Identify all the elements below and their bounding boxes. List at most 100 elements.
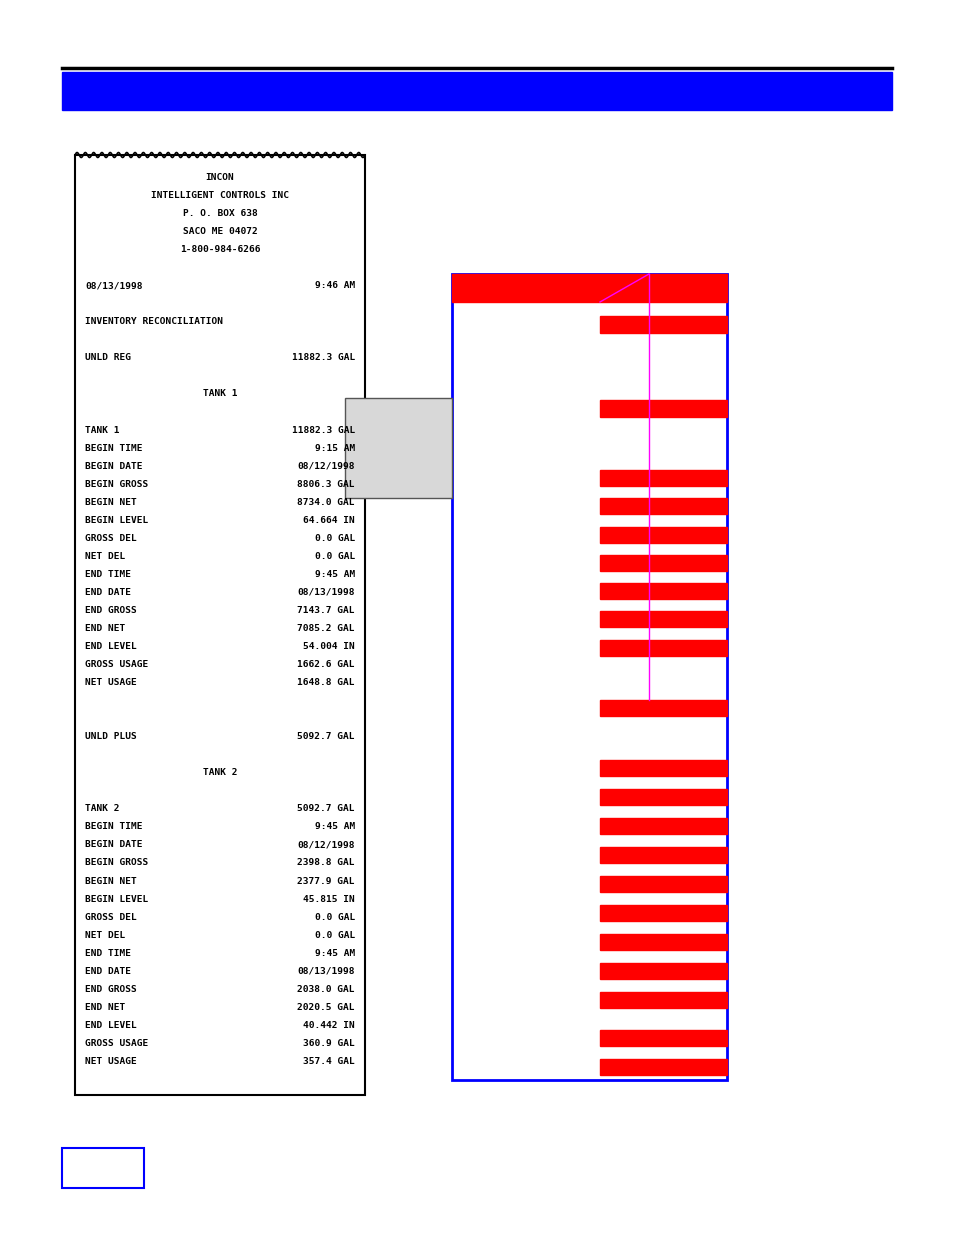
Text: END TIME: END TIME (85, 948, 131, 957)
Bar (452, 274, 726, 303)
Bar (599, 789, 726, 805)
Text: 5092.7 GAL: 5092.7 GAL (297, 732, 355, 741)
Text: 64.664 IN: 64.664 IN (303, 516, 355, 525)
Text: 0.0 GAL: 0.0 GAL (314, 552, 355, 561)
Text: 9:45 AM: 9:45 AM (314, 948, 355, 957)
Text: 2038.0 GAL: 2038.0 GAL (297, 984, 355, 994)
Text: BEGIN DATE: BEGIN DATE (85, 841, 142, 850)
Text: NET DEL: NET DEL (85, 552, 125, 561)
Text: 8806.3 GAL: 8806.3 GAL (297, 479, 355, 489)
Bar (599, 1058, 726, 1074)
Bar (599, 400, 726, 417)
Text: 2398.8 GAL: 2398.8 GAL (297, 858, 355, 867)
Bar (599, 498, 726, 514)
Text: TANK 1: TANK 1 (85, 426, 119, 435)
Text: UNLD REG: UNLD REG (85, 353, 131, 362)
Text: 1-800-984-6266: 1-800-984-6266 (179, 246, 260, 254)
Text: 11882.3 GAL: 11882.3 GAL (292, 353, 355, 362)
Text: 08/13/1998: 08/13/1998 (297, 967, 355, 976)
Text: 9:46 AM: 9:46 AM (314, 282, 355, 290)
Bar (599, 471, 726, 487)
Bar (599, 760, 726, 776)
Text: BEGIN LEVEL: BEGIN LEVEL (85, 894, 148, 904)
Text: BEGIN TIME: BEGIN TIME (85, 823, 142, 831)
Text: 7143.7 GAL: 7143.7 GAL (297, 606, 355, 615)
Text: 08/13/1998: 08/13/1998 (85, 282, 142, 290)
Text: NET DEL: NET DEL (85, 931, 125, 940)
Text: END TIME: END TIME (85, 569, 131, 579)
Bar (599, 316, 726, 333)
Text: 7085.2 GAL: 7085.2 GAL (297, 624, 355, 634)
Bar (599, 611, 726, 627)
Text: UNLD PLUS: UNLD PLUS (85, 732, 136, 741)
Text: INCON: INCON (206, 173, 234, 182)
Text: BEGIN GROSS: BEGIN GROSS (85, 479, 148, 489)
Text: NET USAGE: NET USAGE (85, 678, 136, 687)
Bar (599, 1030, 726, 1046)
Text: 0.0 GAL: 0.0 GAL (314, 913, 355, 921)
Text: 2377.9 GAL: 2377.9 GAL (297, 877, 355, 885)
Text: 0.0 GAL: 0.0 GAL (314, 534, 355, 543)
Text: 08/12/1998: 08/12/1998 (297, 841, 355, 850)
Text: 9:15 AM: 9:15 AM (314, 443, 355, 452)
Text: 1662.6 GAL: 1662.6 GAL (297, 659, 355, 669)
Text: BEGIN GROSS: BEGIN GROSS (85, 858, 148, 867)
Text: GROSS DEL: GROSS DEL (85, 913, 136, 921)
Text: END LEVEL: END LEVEL (85, 642, 136, 651)
Text: 45.815 IN: 45.815 IN (303, 894, 355, 904)
Bar (599, 640, 726, 656)
Text: 5092.7 GAL: 5092.7 GAL (297, 804, 355, 814)
Text: TANK 2: TANK 2 (85, 804, 119, 814)
Text: 11882.3 GAL: 11882.3 GAL (292, 426, 355, 435)
Text: BEGIN DATE: BEGIN DATE (85, 462, 142, 471)
Text: END GROSS: END GROSS (85, 606, 136, 615)
Text: SACO ME 04072: SACO ME 04072 (182, 227, 257, 236)
Bar (345, 398, 452, 498)
Text: INVENTORY RECONCILIATION: INVENTORY RECONCILIATION (85, 317, 223, 326)
Text: 9:45 AM: 9:45 AM (314, 823, 355, 831)
Text: 08/13/1998: 08/13/1998 (297, 588, 355, 597)
Bar (599, 905, 726, 921)
Text: END NET: END NET (85, 624, 125, 634)
Bar (599, 847, 726, 863)
Text: 2020.5 GAL: 2020.5 GAL (297, 1003, 355, 1011)
Text: 08/12/1998: 08/12/1998 (297, 462, 355, 471)
Text: 8734.0 GAL: 8734.0 GAL (297, 498, 355, 506)
Text: BEGIN TIME: BEGIN TIME (85, 443, 142, 452)
Bar (599, 818, 726, 834)
Bar (62, 72, 891, 110)
Text: NET USAGE: NET USAGE (85, 1057, 136, 1066)
Text: 9:45 AM: 9:45 AM (314, 569, 355, 579)
Text: BEGIN NET: BEGIN NET (85, 498, 136, 506)
Text: BEGIN NET: BEGIN NET (85, 877, 136, 885)
Bar (599, 555, 726, 571)
Text: TANK 2: TANK 2 (203, 768, 237, 777)
Bar (599, 583, 726, 599)
Text: GROSS USAGE: GROSS USAGE (85, 1039, 148, 1047)
Text: GROSS USAGE: GROSS USAGE (85, 659, 148, 669)
Bar (599, 527, 726, 543)
Text: END LEVEL: END LEVEL (85, 1021, 136, 1030)
Bar (62, 1149, 144, 1188)
Bar (75, 156, 365, 1095)
Text: TANK 1: TANK 1 (203, 389, 237, 399)
Text: END DATE: END DATE (85, 588, 131, 597)
Bar (599, 700, 726, 716)
Text: END NET: END NET (85, 1003, 125, 1011)
Text: P. O. BOX 638: P. O. BOX 638 (182, 209, 257, 219)
Text: INTELLIGENT CONTROLS INC: INTELLIGENT CONTROLS INC (151, 191, 289, 200)
Text: GROSS DEL: GROSS DEL (85, 534, 136, 543)
Text: 0.0 GAL: 0.0 GAL (314, 931, 355, 940)
Text: 40.442 IN: 40.442 IN (303, 1021, 355, 1030)
Bar (452, 274, 726, 1079)
Text: 360.9 GAL: 360.9 GAL (303, 1039, 355, 1047)
Bar (599, 963, 726, 979)
Text: 357.4 GAL: 357.4 GAL (303, 1057, 355, 1066)
Text: 54.004 IN: 54.004 IN (303, 642, 355, 651)
Text: END DATE: END DATE (85, 967, 131, 976)
Bar (599, 992, 726, 1008)
Bar (599, 934, 726, 950)
Text: END GROSS: END GROSS (85, 984, 136, 994)
Text: 1648.8 GAL: 1648.8 GAL (297, 678, 355, 687)
Text: BEGIN LEVEL: BEGIN LEVEL (85, 516, 148, 525)
